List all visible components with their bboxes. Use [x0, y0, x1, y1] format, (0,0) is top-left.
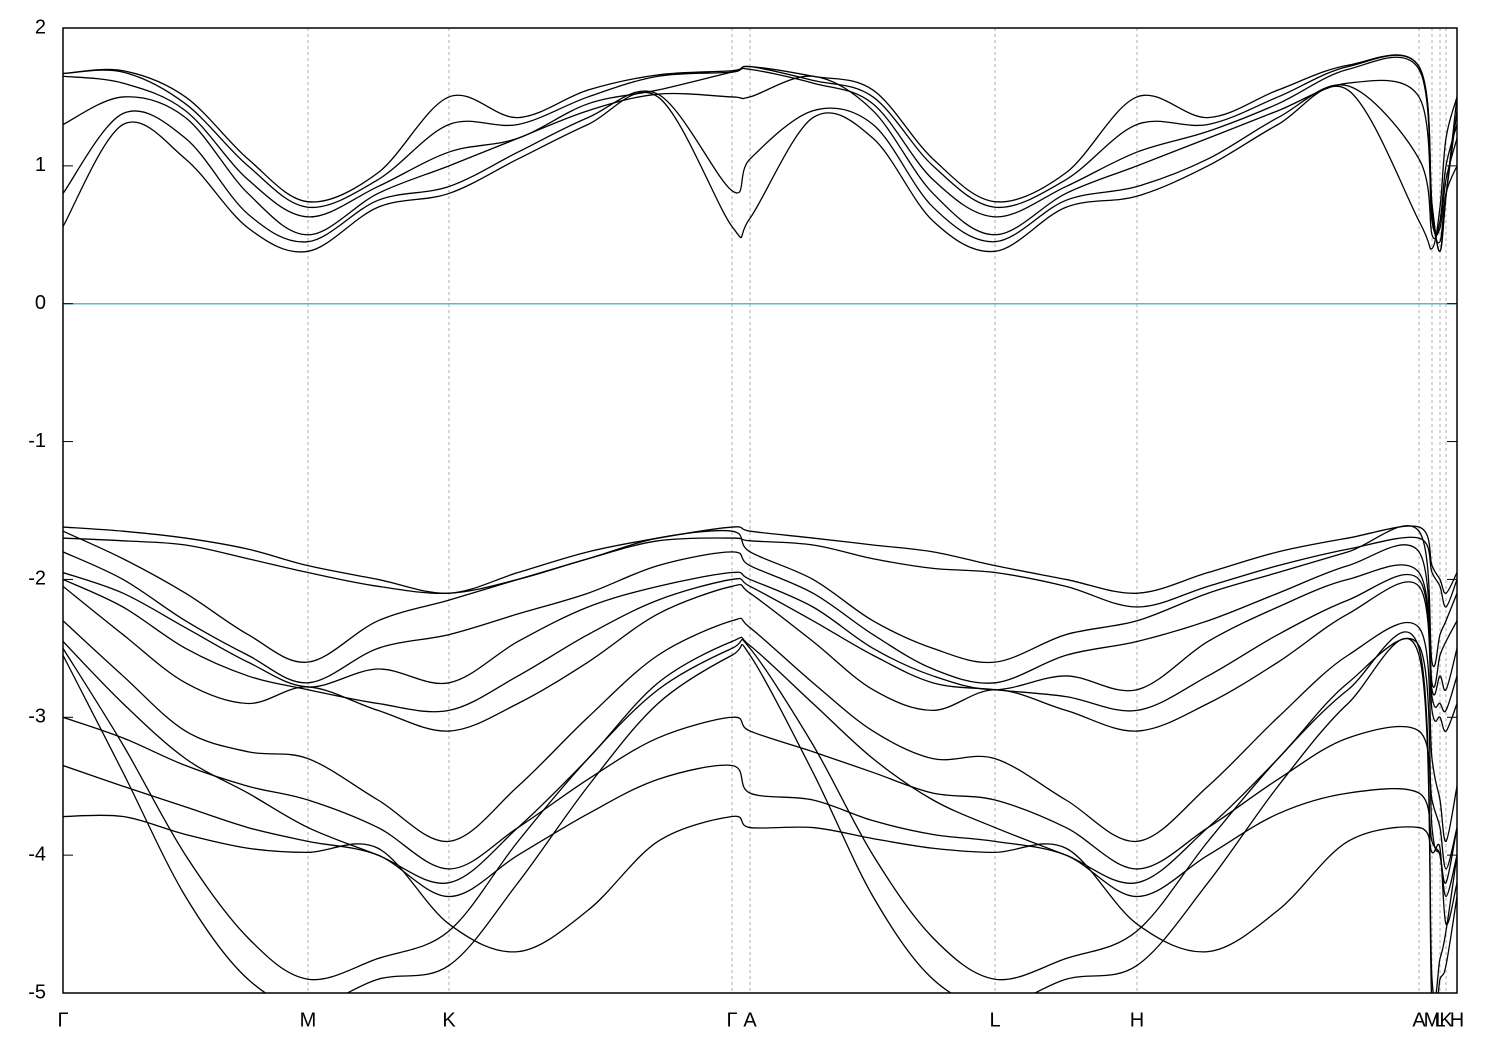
band-line — [63, 84, 1457, 243]
plot-frame — [62, 27, 1458, 994]
band-line — [63, 564, 1457, 696]
band-line — [63, 716, 1457, 870]
band-line — [63, 573, 1457, 713]
band-line — [63, 544, 1457, 688]
y-tick-label: -3 — [28, 706, 46, 728]
x-tick-label: A — [743, 1009, 757, 1031]
y-tick-label: -4 — [28, 843, 46, 865]
band-line — [63, 85, 1457, 253]
x-tick-label: H — [1130, 1009, 1144, 1031]
x-tick-label: M — [1424, 1009, 1441, 1031]
x-tick-label: K — [1439, 1009, 1453, 1031]
y-tick-label: -5 — [28, 981, 46, 1003]
x-tick-label: A — [1412, 1009, 1426, 1031]
band-line — [63, 75, 1457, 236]
y-tick-label: -1 — [28, 430, 46, 452]
band-line — [63, 814, 1457, 953]
band-line — [63, 637, 1457, 993]
y-tick-label: 1 — [35, 154, 46, 176]
y-tick-label: 0 — [35, 292, 46, 314]
band-line — [63, 56, 1457, 244]
band-line — [63, 54, 1457, 252]
y-tick-label: 2 — [35, 16, 46, 38]
x-tick-label: L — [989, 1009, 1000, 1031]
band-line — [63, 631, 1457, 993]
band-line — [63, 581, 1457, 732]
x-tick-label: M — [300, 1009, 317, 1031]
band-line — [63, 636, 1457, 884]
band-line — [63, 524, 1457, 667]
x-tick-label: Γ — [57, 1009, 68, 1031]
band-line — [63, 617, 1457, 843]
bands — [63, 54, 1457, 993]
x-tick-label: L — [1434, 1009, 1445, 1031]
band-line — [63, 54, 1457, 252]
band-line — [63, 764, 1457, 898]
band-line — [63, 536, 1457, 608]
x-tick-label: K — [442, 1009, 456, 1031]
y-tick-label: -2 — [28, 568, 46, 590]
x-tick-label: Γ — [726, 1009, 737, 1031]
x-tick-label: H — [1450, 1009, 1464, 1031]
grid — [62, 28, 1458, 993]
